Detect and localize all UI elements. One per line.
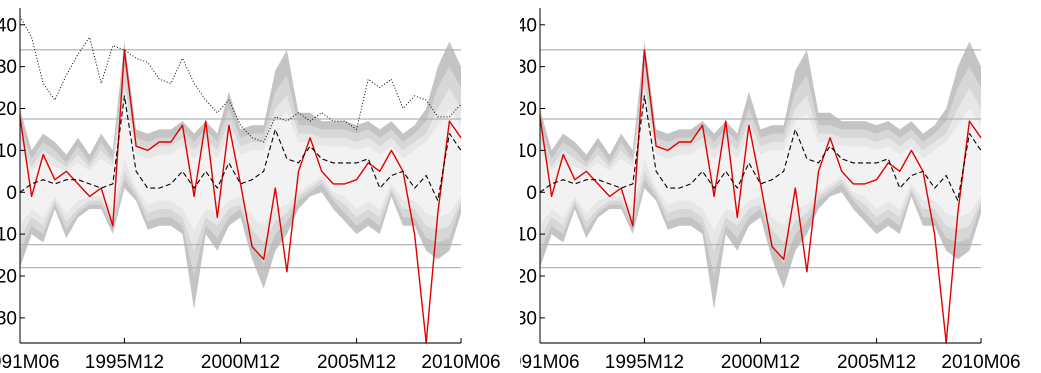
left-x-tick-label-0: 1991M06 [0, 352, 60, 373]
right-x-tick-label-0: 1991M06 [520, 352, 580, 373]
left-median-line [19, 95, 462, 202]
left-actual-line [19, 49, 462, 344]
left-x-tick-label-3: 2005M12 [317, 352, 396, 373]
left-dotted-line [19, 16, 462, 143]
right-y-tick-label-2: 20 [520, 99, 537, 120]
left-x-tick-label-1: 1995M12 [85, 352, 164, 373]
left-y-tick-label-4: 0 [6, 183, 17, 204]
left-y-tick-label-5: −10 [0, 225, 17, 246]
right-x-tick-label-3: 2005M12 [837, 352, 916, 373]
fan-chart-right-svg: 40 30 20 10 0 −10 −20 −30 1991M06 1995M12 2000M12 2… [520, 8, 1021, 373]
right-x-tick-label-4: 2010M06 [941, 352, 1020, 373]
right-x-tick-label-2: 2000M12 [721, 352, 800, 373]
left-y-tick-label-7: −30 [0, 308, 17, 329]
right-actual-line [539, 49, 982, 344]
right-y-tick-label-5: −10 [520, 225, 537, 246]
left-y-tick-label-3: 10 [0, 141, 17, 162]
right-median-line [539, 95, 982, 202]
fan-chart-left: 40 30 20 10 0 −10 −20 −30 1991M06 1995M12 2000M12 2… [0, 0, 520, 373]
right-y-tick-label-7: −30 [520, 308, 537, 329]
fan-chart-right: 40 30 20 10 0 −10 −20 −30 1991M06 1995M12 2000M12 2… [520, 0, 1040, 373]
left-y-tick-label-2: 20 [0, 99, 17, 120]
left-y-tick-label-0: 40 [0, 15, 17, 36]
left-y-tick-label-1: 30 [0, 57, 17, 78]
right-x-tick-label-1: 1995M12 [605, 352, 684, 373]
left-y-tick-label-6: −20 [0, 267, 17, 288]
right-y-tick-label-0: 40 [520, 15, 537, 36]
fan-chart-left-svg: 40 30 20 10 0 −10 −20 −30 1991M06 1995M12 2000M12 2… [0, 8, 501, 373]
left-x-tick-label-2: 2000M12 [201, 352, 280, 373]
right-y-tick-label-6: −20 [520, 267, 537, 288]
right-y-tick-label-1: 30 [520, 57, 537, 78]
right-y-tick-label-3: 10 [520, 141, 537, 162]
right-y-tick-label-4: 0 [526, 183, 537, 204]
left-x-tick-label-4: 2010M06 [421, 352, 500, 373]
